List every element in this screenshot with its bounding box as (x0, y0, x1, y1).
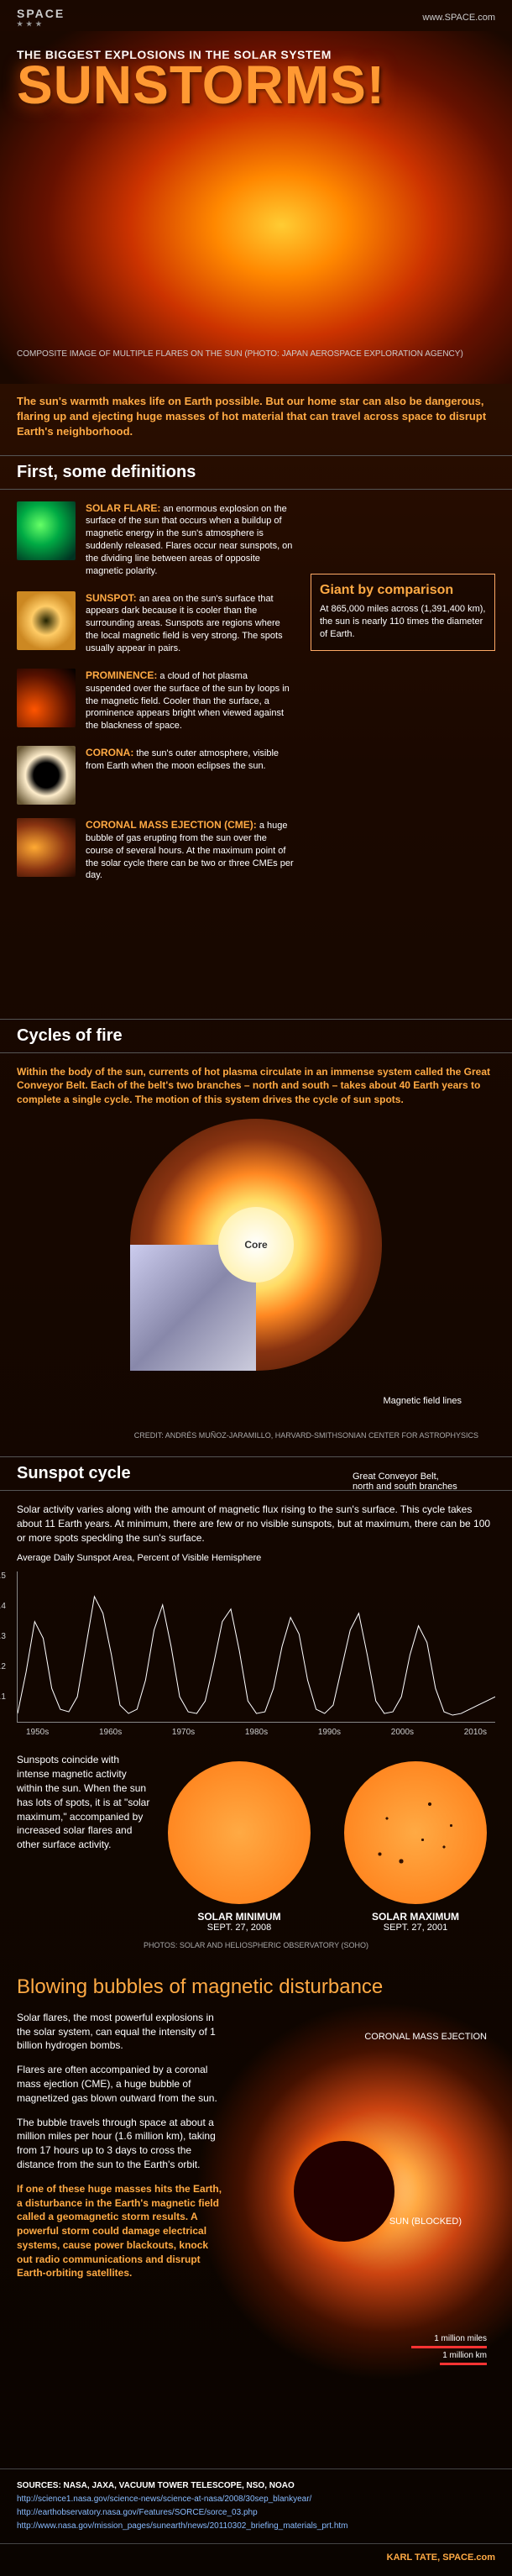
space-logo: SPACE (17, 7, 65, 28)
byline: KARL TATE, SPACE.com (0, 2543, 512, 2576)
conveyor-belt-label: Great Conveyor Belt, north and south bra… (353, 1472, 462, 1492)
hero-title: SUNSTORMS! (17, 61, 495, 110)
source-link[interactable]: http://science1.nasa.gov/science-news/sc… (17, 2493, 495, 2506)
def-term: CORONAL MASS EJECTION (CME): (86, 819, 257, 831)
definition-row: SUNSPOT: an area on the sun's surface th… (17, 591, 294, 655)
sources-label: SOURCES: NASA, JAXA, VACUUM TOWER TELESC… (17, 2479, 495, 2493)
cycles-section: Within the body of the sun, currents of … (0, 1053, 512, 1456)
definition-row: PROMINENCE: a cloud of hot plasma suspen… (17, 669, 294, 732)
sun-blocked-disk (294, 2141, 394, 2242)
def-term: SUNSPOT: (86, 592, 137, 604)
cycles-credit: CREDIT: ANDRÉS MUÑOZ-JARAMILLO, HARVARD-… (17, 1431, 495, 1440)
sunspot-coincide-text: Sunspots coincide with intense magnetic … (17, 1753, 151, 1852)
definition-row: CORONA: the sun's outer atmosphere, visi… (17, 746, 294, 805)
sources-section: SOURCES: NASA, JAXA, VACUUM TOWER TELESC… (0, 2468, 512, 2543)
definitions-heading: First, some definitions (0, 455, 512, 490)
chart-x-labels: 1950s 1960s 1970s 1980s 1990s 2000s 2010… (18, 1728, 495, 1737)
hero-section: THE BIGGEST EXPLOSIONS IN THE SOLAR SYST… (0, 31, 512, 384)
bubbles-p3: The bubble travels through space at abou… (17, 2116, 227, 2172)
def-term: CORONA: (86, 747, 133, 758)
definition-row: SOLAR FLARE: an enormous explosion on th… (17, 501, 294, 578)
solar-maximum-disk: SOLAR MAXIMUM SEPT. 27, 2001 (344, 1761, 487, 1933)
giant-text: At 865,000 miles across (1,391,400 km), … (320, 603, 486, 642)
chart-y-labels: 0.5 0.4 0.3 0.2 0.1 (0, 1571, 6, 1722)
scale-bar: 1 million miles 1 million km (411, 2334, 487, 2368)
sunspot-area-chart: 0.5 0.4 0.3 0.2 0.1 1950s 1960s 1970s 19… (17, 1571, 495, 1723)
bubbles-p4: If one of these huge masses hits the Ear… (17, 2182, 227, 2281)
bubbles-section: Blowing bubbles of magnetic disturbance … (0, 1965, 512, 2468)
intro-section: The sun's warmth makes life on Earth pos… (0, 384, 512, 455)
page-header: SPACE www.SPACE.com (0, 0, 512, 31)
sunspot-section: Solar activity varies along with the amo… (0, 1491, 512, 1965)
intro-text: The sun's warmth makes life on Earth pos… (17, 394, 495, 440)
solar-flare-thumb (17, 501, 76, 560)
definition-row: CORONAL MASS EJECTION (CME): a huge bubb… (17, 818, 294, 882)
site-url: www.SPACE.com (422, 13, 495, 23)
chart-title: Average Daily Sunspot Area, Percent of V… (17, 1553, 495, 1563)
bubbles-heading: Blowing bubbles of magnetic disturbance (17, 1976, 495, 1998)
cme-annotation: CORONAL MASS EJECTION (364, 2032, 487, 2042)
sun-blocked-annotation: SUN (BLOCKED) (389, 2217, 462, 2227)
bubbles-p2: Flares are often accompanied by a corona… (17, 2063, 227, 2105)
cycles-heading: Cycles of fire (0, 1019, 512, 1053)
giant-heading: Giant by comparison (320, 583, 486, 598)
solar-minimum-disk: SOLAR MINIMUM SEPT. 27, 2008 (168, 1761, 311, 1933)
hero-caption: COMPOSITE IMAGE OF MULTIPLE FLARES ON TH… (17, 349, 495, 359)
definitions-section: SOLAR FLARE: an enormous explosion on th… (0, 490, 512, 1019)
source-link[interactable]: http://www.nasa.gov/mission_pages/sunear… (17, 2520, 495, 2533)
corona-thumb (17, 746, 76, 805)
sun-cutaway-diagram: Core (130, 1119, 382, 1371)
cycles-intro: Within the body of the sun, currents of … (17, 1065, 495, 1107)
source-link[interactable]: http://earthobservatory.nasa.gov/Feature… (17, 2506, 495, 2520)
prominence-thumb (17, 669, 76, 727)
def-term: SOLAR FLARE: (86, 502, 160, 514)
sun-comparison-pair: SOLAR MINIMUM SEPT. 27, 2008 SOLAR MAXIM… (168, 1761, 487, 1933)
giant-comparison-box: Giant by comparison At 865,000 miles acr… (311, 574, 495, 651)
core-label: Core (244, 1239, 267, 1251)
cme-thumb (17, 818, 76, 877)
soho-credit: PHOTOS: SOLAR AND HELIOSPHERIC OBSERVATO… (17, 1941, 495, 1949)
sunspot-intro: Solar activity varies along with the amo… (17, 1503, 495, 1545)
bubbles-p1: Solar flares, the most powerful explosio… (17, 2011, 227, 2053)
magnetic-field-label: Magnetic field lines (383, 1396, 462, 1406)
def-term: PROMINENCE: (86, 669, 157, 681)
sunspot-thumb (17, 591, 76, 650)
def-text: an enormous explosion on the surface of … (86, 504, 292, 576)
